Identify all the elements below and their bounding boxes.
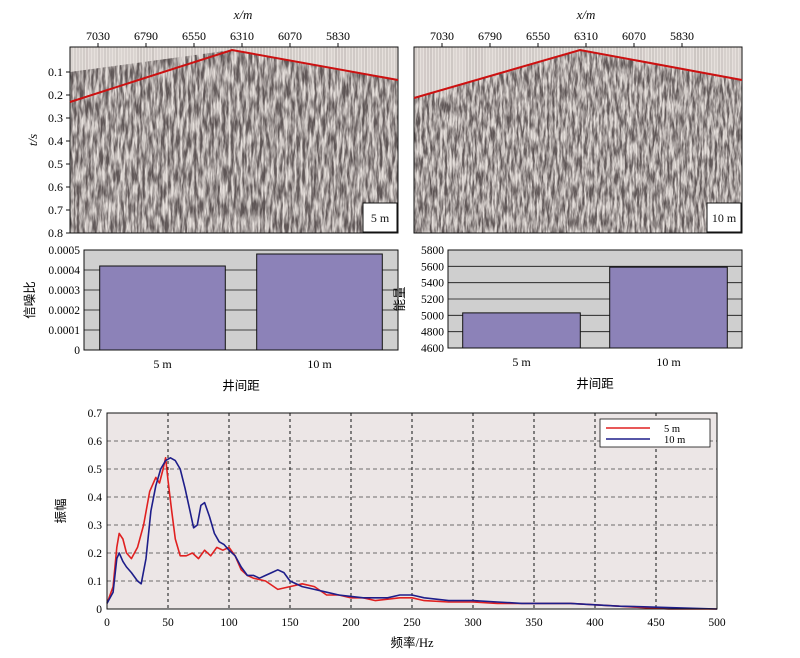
seismic-noise-texture [70,50,398,233]
t-axis-label: t/s [25,134,40,146]
x-tick-label: 500 [708,617,726,629]
y-tick-label: 5000 [421,310,444,322]
y-tick-label: 0.2 [88,548,103,560]
x-tick-label: 100 [220,617,238,629]
y-axis-title: 信噪比 [23,281,37,319]
x-tick-label: 7030 [86,29,110,43]
x-tick-label: 6070 [622,29,646,43]
x-tick-label: 6790 [478,29,502,43]
snr-bar-chart: 0 0.0001 0.0002 0.0003 0.0004 0.0005 5 m 10 m 井间… [23,245,399,393]
y-tick-label: 0.5 [88,464,103,476]
bar [256,253,383,351]
x-tick-label: 6550 [526,29,550,43]
x-tick-label: 7030 [430,29,454,43]
first-arrival-line [413,48,743,99]
t-tick-label: 0.6 [48,180,63,194]
seismic-panel-left: 7030 6790 6550 6310 6070 5830 0.1 0.2 0.3 0.4 0.5… [48,29,399,240]
y-tick-label: 0.1 [88,576,103,588]
y-tick-label: 4600 [421,343,444,355]
x-tick-labels: 7030 6790 6550 6310 6070 5830 [430,29,694,47]
energy-bar-chart: 4600 4800 5000 5200 5400 5600 5800 5 m 10 m 井间距 能量 [393,245,743,391]
y-tick-label: 0 [96,604,102,616]
seismic-frame [69,46,399,234]
panel-label-box [362,202,398,233]
panel-label-box [706,202,742,233]
seismic-frame [413,46,743,234]
x-tick-label: 400 [586,617,604,629]
plot-frame [447,249,743,349]
bar [462,312,581,349]
category-label: 10 m [656,355,681,369]
seismic-traces [71,47,397,233]
x-tick-label: 450 [647,617,665,629]
first-arrival-line [69,48,399,103]
y-axis-title: 能量 [393,286,407,311]
x-axis-title: 井间距 [222,379,260,393]
x-tick-labels: 7030 6790 6550 6310 6070 5830 [86,29,350,47]
y-tick-label: 0.0001 [48,325,80,337]
seismic-traces [415,47,741,233]
y-tick-label: 0.0003 [48,285,80,297]
y-tick-label: 5600 [421,261,444,273]
x-tick-label: 6310 [574,29,598,43]
plot-frame [83,249,399,351]
panel-label: 10 m [712,211,737,225]
spectrum-line-chart: 0 0.1 0.2 0.3 0.4 0.5 0.6 0.7 0 50 100 150 200 250 300… [53,408,726,650]
y-tick-label: 0.0002 [48,305,80,317]
panel-label: 5 m [371,211,390,225]
y-tick-label: 0.7 [88,408,103,420]
bar [99,265,226,351]
plot-frame [106,412,718,610]
t-tick-label: 0.5 [48,157,63,171]
y-tick-label: 0 [74,345,80,357]
x-tick-label: 5830 [326,29,350,43]
y-tick-label: 0.6 [88,436,103,448]
x-tick-label: 50 [162,617,174,629]
x-tick-label: 250 [403,617,421,629]
t-tick-label: 0.2 [48,88,63,102]
legend-box [599,418,711,448]
legend-label: 10 m [664,435,685,446]
y-tick-label: 0.4 [88,492,103,504]
y-axis-title: 振幅 [53,498,68,523]
t-tick-labels: 0.1 0.2 0.3 0.4 0.5 0.6 0.7 0.8 [48,65,70,240]
t-tick-label: 0.3 [48,111,63,125]
t-tick-label: 0.7 [48,203,63,217]
x-tick-label: 6550 [182,29,206,43]
category-label: 5 m [153,357,172,371]
y-tick-label: 5800 [421,245,444,257]
y-tick-label: 5400 [421,278,444,290]
x-axis-title: 频率/Hz [390,635,434,650]
x-tick-label: 200 [342,617,360,629]
t-tick-label: 0.1 [48,65,63,79]
y-tick-label: 0.0004 [48,265,80,277]
y-tick-label: 4800 [421,327,444,339]
x-tick-label: 350 [525,617,543,629]
x-axis-label: x/m [576,7,596,22]
x-tick-label: 6310 [230,29,254,43]
x-tick-label: 300 [464,617,482,629]
t-tick-label: 0.4 [48,134,63,148]
legend-label: 5 m [664,424,680,435]
category-label: 5 m [512,355,531,369]
x-tick-label: 0 [104,617,110,629]
x-axis-label: x/m [233,7,253,22]
category-label: 10 m [307,357,332,371]
x-axis-title: 井间距 [576,377,614,391]
y-tick-label: 0.3 [88,520,103,532]
y-tick-label: 5200 [421,294,444,306]
seismic-panel-right: 7030 6790 6550 6310 6070 5830 10 m [413,29,743,234]
series-line-b [106,456,718,610]
seismic-noise-texture [414,50,742,233]
x-tick-label: 6790 [134,29,158,43]
y-tick-label: 0.0005 [48,245,80,257]
x-tick-label: 150 [281,617,299,629]
bar [609,266,728,349]
x-tick-label: 6070 [278,29,302,43]
t-tick-label: 0.8 [48,226,63,240]
x-tick-label: 5830 [670,29,694,43]
